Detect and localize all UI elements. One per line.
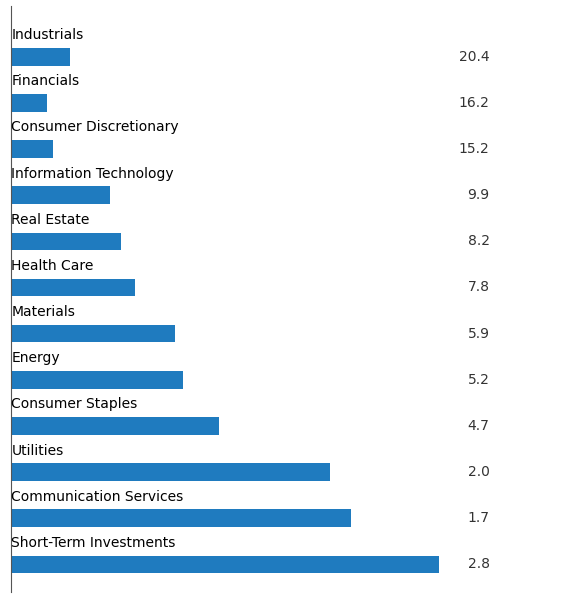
Text: 15.2: 15.2 (459, 142, 489, 156)
Text: Short-Term Investments: Short-Term Investments (11, 536, 176, 550)
Bar (11, 279, 135, 296)
Text: 2.0: 2.0 (468, 465, 489, 479)
Bar (11, 141, 53, 158)
Text: Utilities: Utilities (11, 444, 64, 457)
Bar (11, 233, 120, 250)
Text: 20.4: 20.4 (459, 50, 489, 64)
Text: Energy: Energy (11, 351, 60, 365)
Text: 1.7: 1.7 (468, 511, 489, 525)
Text: 7.8: 7.8 (468, 280, 489, 294)
Text: Real Estate: Real Estate (11, 213, 90, 227)
Bar (11, 556, 439, 573)
Bar (11, 187, 110, 204)
Text: 5.9: 5.9 (468, 327, 489, 341)
Text: 9.9: 9.9 (468, 188, 489, 202)
Text: 8.2: 8.2 (468, 234, 489, 248)
Text: Information Technology: Information Technology (11, 167, 174, 181)
Bar (11, 509, 351, 527)
Text: 16.2: 16.2 (458, 96, 489, 110)
Text: 2.8: 2.8 (468, 557, 489, 571)
Bar (11, 325, 175, 343)
Text: Materials: Materials (11, 305, 75, 319)
Text: Communication Services: Communication Services (11, 490, 184, 504)
Bar (11, 48, 70, 66)
Text: Consumer Discretionary: Consumer Discretionary (11, 120, 179, 135)
Text: 4.7: 4.7 (468, 419, 489, 433)
Bar (11, 463, 330, 481)
Text: Health Care: Health Care (11, 259, 94, 273)
Text: Industrials: Industrials (11, 28, 84, 42)
Text: Consumer Staples: Consumer Staples (11, 397, 138, 411)
Text: 5.2: 5.2 (468, 373, 489, 387)
Bar (11, 417, 219, 435)
Text: Financials: Financials (11, 74, 80, 89)
Bar (11, 94, 47, 112)
Bar (11, 371, 183, 389)
